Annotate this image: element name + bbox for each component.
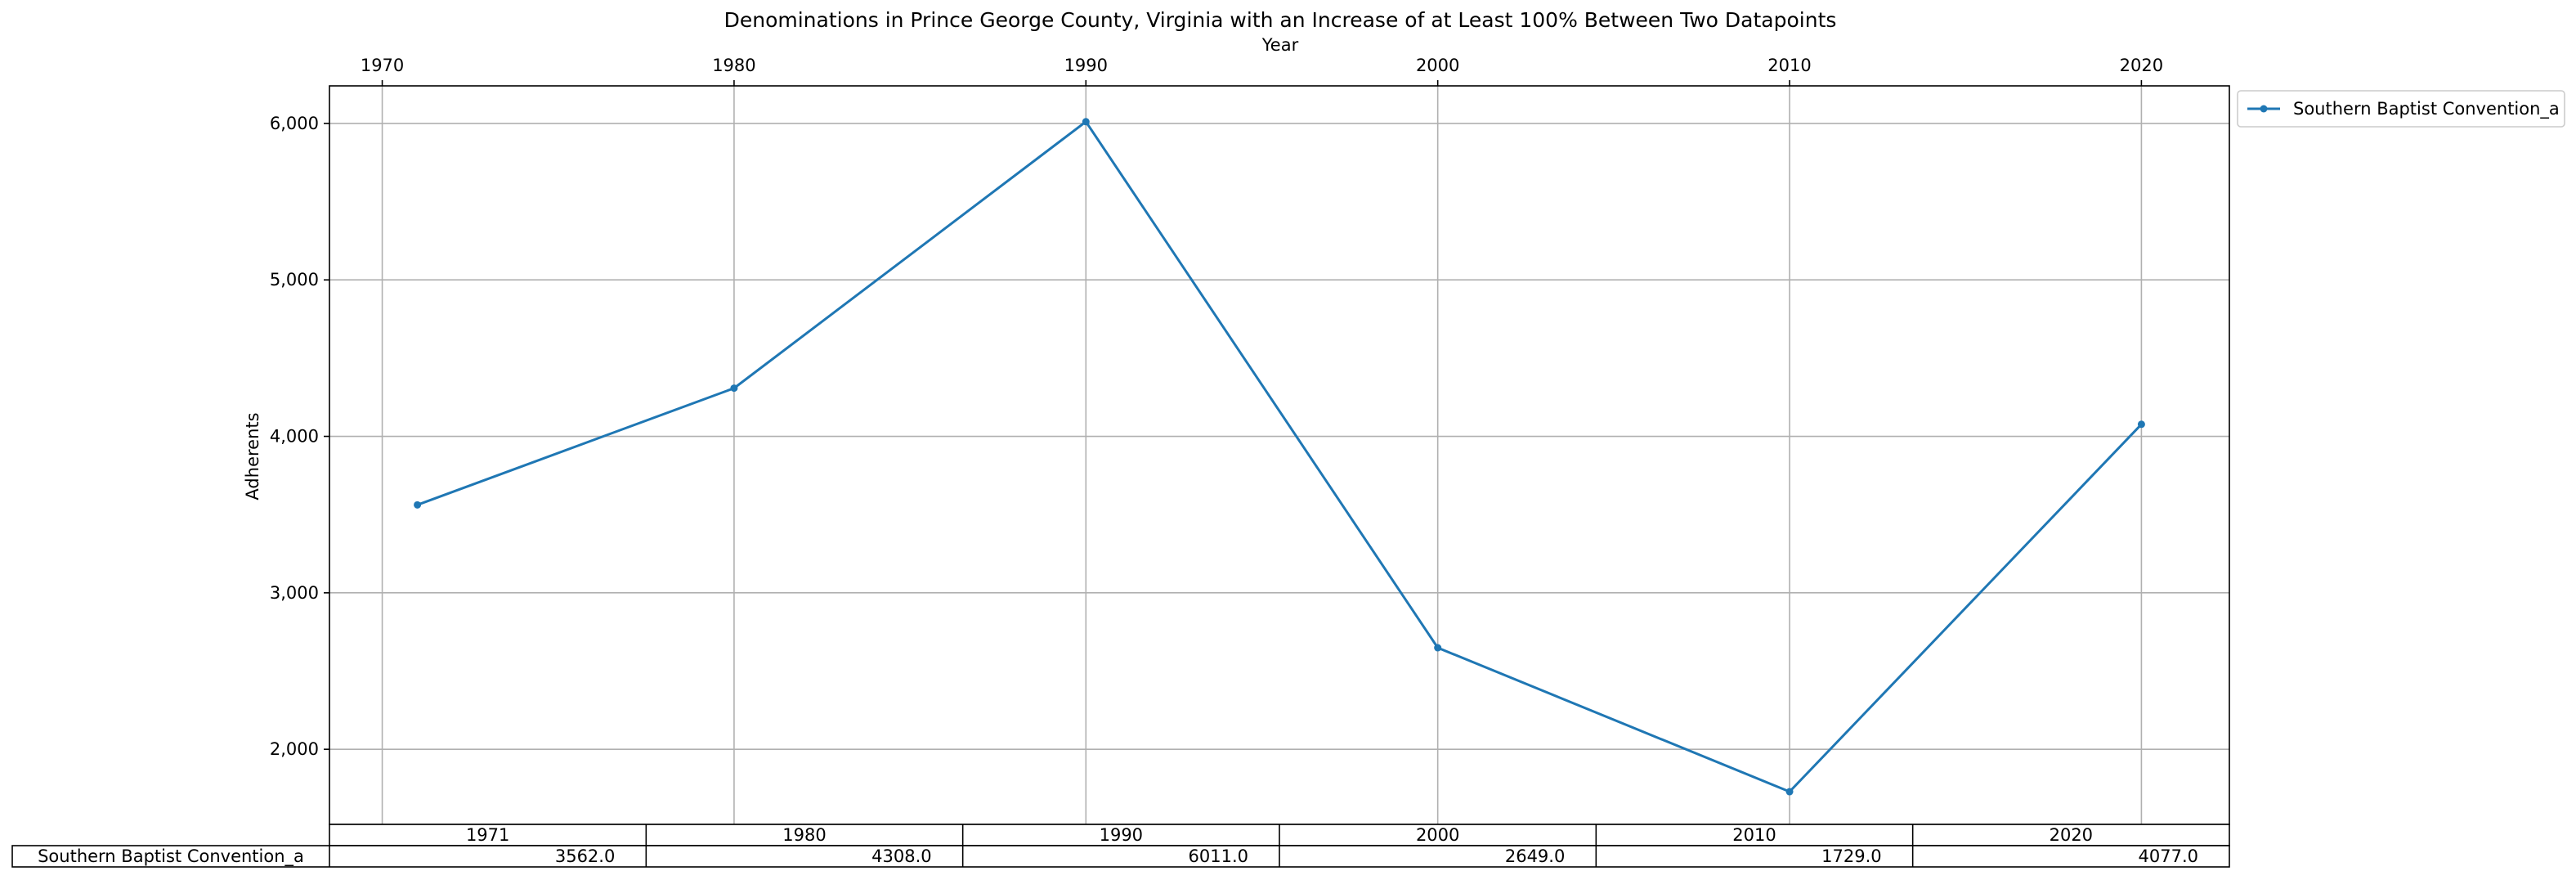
chart-title: Denominations in Prince George County, V… <box>724 8 1837 32</box>
y-tick-label: 2,000 <box>270 739 319 759</box>
table-row-label: Southern Baptist Convention_a <box>38 846 304 867</box>
series-line <box>417 119 2143 793</box>
table-col-header: 2010 <box>1732 825 1776 845</box>
table-data-row <box>11 845 2230 868</box>
x-tick-label: 1980 <box>712 56 755 75</box>
x-tick-label: 1970 <box>361 56 404 75</box>
table-cell: 4077.0 <box>2139 846 2198 866</box>
y-tick-label: 4,000 <box>270 427 319 447</box>
table-cell: 4308.0 <box>871 846 931 866</box>
table-cell: 2649.0 <box>1505 846 1565 866</box>
table-cell: 1729.0 <box>1821 846 1881 866</box>
y-tick-label: 6,000 <box>270 114 319 133</box>
y-tick-label: 5,000 <box>270 270 319 290</box>
y-axis-label: Adherents <box>243 412 262 500</box>
legend: Southern Baptist Convention_a <box>2237 90 2565 128</box>
x-tick-label: 2010 <box>1767 56 1811 75</box>
table-col-header: 2020 <box>2050 825 2093 845</box>
table-cell: 6011.0 <box>1189 846 1248 866</box>
data-point <box>2137 420 2145 429</box>
legend-marker <box>2260 105 2268 113</box>
x-axis-label: Year <box>1261 35 1299 55</box>
tick-layer: 1970 1980 1990 2000 2010 2020 2,000 3,000 4,000 5… <box>270 56 2163 759</box>
series-layer <box>414 118 2145 796</box>
legend-box <box>2237 90 2565 128</box>
data-point <box>1434 644 1442 652</box>
data-point <box>1082 118 1090 126</box>
data-table: 1971 1980 1990 2000 2010 2020 Southern Baptist… <box>11 824 2230 868</box>
table-cell: 3562.0 <box>555 846 615 866</box>
data-point <box>730 384 738 393</box>
y-tick-label: 3,000 <box>270 583 319 603</box>
table-col-header: 2000 <box>1416 825 1459 845</box>
data-point <box>1785 788 1794 796</box>
x-tick-label: 2000 <box>1416 56 1459 75</box>
table-col-header: 1990 <box>1100 825 1143 845</box>
plot-frame <box>329 85 2230 825</box>
x-tick-label: 1990 <box>1064 56 1108 75</box>
table-col-header: 1980 <box>782 825 826 845</box>
data-point <box>414 501 422 509</box>
x-tick-label: 2020 <box>2120 56 2163 75</box>
table-col-header: 1971 <box>466 825 509 845</box>
legend-label: Southern Baptist Convention_a <box>2293 99 2560 119</box>
grid-lines <box>329 86 2229 824</box>
